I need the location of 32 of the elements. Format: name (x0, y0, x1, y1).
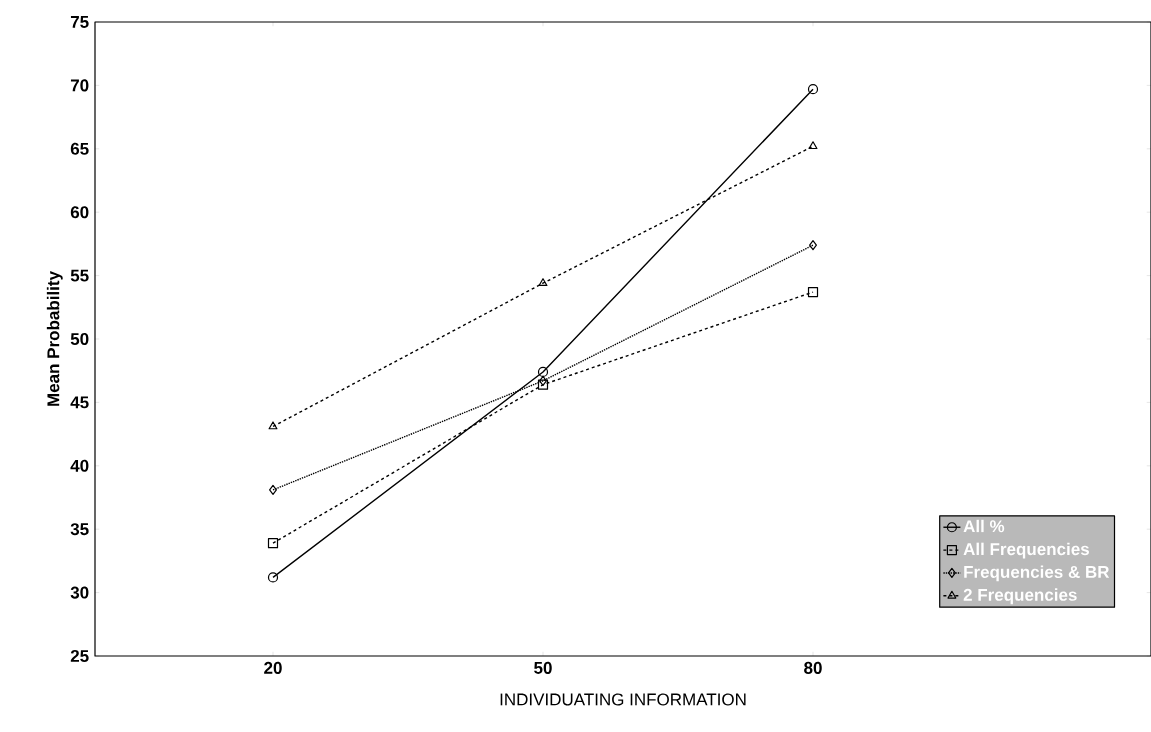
point (539, 375, 547, 386)
x-tick-label: 50 (534, 661, 552, 674)
y-tick-label: 45 (70, 396, 89, 409)
y-tick-label: 75 (70, 16, 89, 28)
y-tick-label: 50 (70, 332, 89, 346)
point (808, 141, 818, 150)
y-tick-label: 65 (70, 142, 89, 155)
point (809, 240, 817, 251)
point (267, 538, 279, 549)
legend-label: All Frequencies (963, 542, 1089, 559)
legend-label: 2 Frequencies (963, 588, 1077, 605)
x-tick-label: 20 (264, 661, 282, 674)
point (807, 286, 819, 298)
y-tick-label: 35 (70, 523, 89, 536)
point (537, 366, 549, 378)
point (807, 84, 819, 95)
y-axis-title: Mean Probability (46, 271, 63, 406)
point (537, 379, 549, 390)
y-tick-label: 60 (70, 206, 89, 219)
point (538, 278, 548, 287)
x-tick-label: 80 (804, 661, 822, 674)
point (268, 421, 278, 430)
legend-label: All % (963, 519, 1005, 533)
y-tick-label: 55 (70, 269, 89, 282)
point (267, 572, 279, 583)
y-tick-label: 30 (70, 586, 89, 599)
y-tick-label: 70 (70, 79, 89, 92)
y-tick-label: 40 (70, 459, 89, 472)
point (269, 484, 277, 495)
y-tick-label: 25 (70, 649, 89, 663)
x-axis-title: INDIVIDUATING INFORMATION (500, 693, 746, 706)
legend-label: Frequencies & BR (964, 565, 1110, 582)
